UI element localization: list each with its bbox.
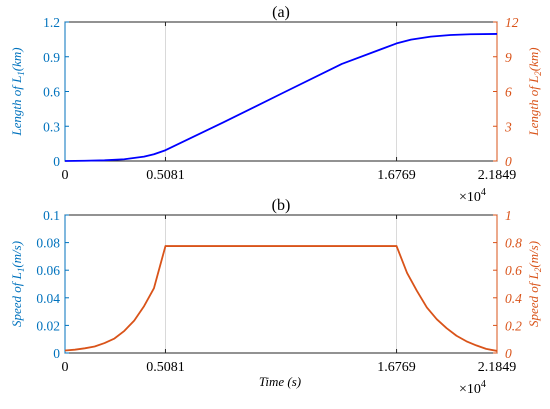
y-right-tick-label: 0: [505, 154, 512, 169]
x-exponent-label: ×104: [459, 379, 486, 397]
chart-b: 0 0.5081 1.6769 2.1849 ×104 0 0.02 0.04 0.06 0.08…: [36, 197, 522, 397]
y-left-tick-label: 0.02: [36, 318, 60, 333]
y-left-tick-label: 0.3: [43, 119, 60, 134]
y-left-label: Speed of L1(m/s): [9, 241, 26, 327]
y-left-label: Length of L1(km): [9, 47, 26, 136]
y-right-tick-label: 1: [505, 208, 512, 223]
x-tick-label: 0.5081: [146, 168, 185, 183]
y-right-tick-label: 0: [505, 346, 512, 361]
y-right-tick-label: 0.8: [505, 236, 522, 251]
x-tick-label: 1.6769: [377, 360, 416, 375]
y-left-tick-label: 0.9: [43, 50, 60, 65]
x-axis-label: Time (s): [259, 374, 301, 389]
y-right-label: Length of L2(km): [526, 47, 543, 136]
y-left-tick-label: 0.08: [36, 236, 60, 251]
series-line: [64, 245, 498, 352]
y-right-tick-label: 9: [505, 50, 512, 65]
y-right-tick-label: 0.4: [505, 291, 522, 306]
x-tick-label: 0.5081: [146, 360, 185, 375]
y-left-tick-label: 0.06: [36, 263, 60, 278]
plot-frame: [64, 214, 498, 354]
y-right-tick-label: 0.2: [505, 318, 522, 333]
y-right-tick-label: 3: [504, 119, 512, 134]
y-right-tick-label: 0.6: [505, 263, 522, 278]
x-tick-label: 2.1849: [478, 168, 517, 183]
y-left-tick-label: 0: [53, 346, 60, 361]
y-right-tick-label: 12: [505, 15, 519, 30]
y-left-tick-label: 0.6: [43, 85, 60, 100]
chart-a: 0 0.5081 1.6769 2.1849 ×104 0 0.3 0.6 0.9 1.2 0 3 6 9…: [43, 4, 519, 205]
y-right-tick-label: 6: [505, 85, 512, 100]
plot-frame: [64, 21, 498, 162]
y-left-tick-label: 0.1: [43, 208, 60, 223]
x-tick-label: 0: [62, 360, 69, 375]
x-tick-label: 1.6769: [377, 168, 416, 183]
x-tick-label: 0: [62, 168, 69, 183]
chart-title: (a): [272, 4, 290, 21]
chart-title: (b): [272, 197, 291, 214]
series-line: [64, 33, 498, 162]
y-right-label: Speed of L2(m/s): [526, 241, 543, 327]
y-left-tick-label: 0.04: [36, 291, 60, 306]
x-tick-label: 2.1849: [478, 360, 517, 375]
y-left-tick-label: 1.2: [43, 15, 60, 30]
x-exponent-label: ×104: [459, 187, 486, 205]
y-left-tick-label: 0: [53, 154, 60, 169]
